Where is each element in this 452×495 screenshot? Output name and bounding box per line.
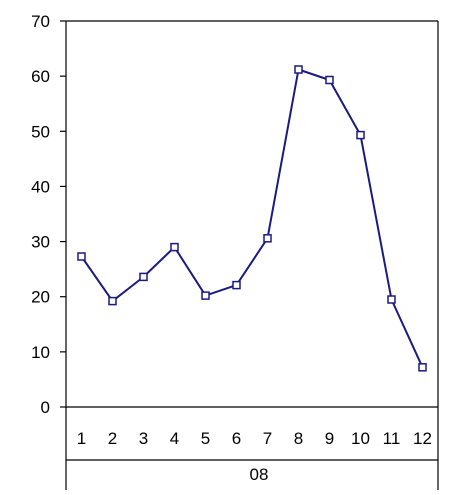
data-point-marker — [139, 272, 148, 282]
y-tick-label: 50 — [31, 122, 50, 141]
x-tick-label: 3 — [139, 429, 148, 448]
x-tick-label: 10 — [351, 429, 370, 448]
chart-axes — [60, 20, 439, 490]
series-line — [80, 68, 424, 368]
x-tick-label: 7 — [263, 429, 272, 448]
x-tick-labels: 1 2 3 4 5 6 7 8 9 10 11 12 — [77, 429, 432, 448]
x-tick-label: 11 — [383, 429, 401, 448]
data-point-marker — [77, 252, 86, 261]
x-tick-label: 2 — [108, 429, 117, 448]
x-tick-label: 5 — [201, 429, 210, 448]
series-layer — [77, 65, 427, 372]
data-point-marker — [108, 296, 117, 306]
data-point-marker — [325, 75, 334, 85]
x-tick-label: 4 — [170, 429, 179, 448]
y-tick-label: 60 — [31, 67, 50, 86]
data-point-marker — [356, 130, 365, 140]
y-tick-label: 10 — [31, 343, 50, 362]
data-point-marker — [294, 65, 303, 74]
y-tick-label: 70 — [31, 12, 50, 31]
x-tick-label: 12 — [413, 429, 432, 448]
y-tick-label: 30 — [31, 233, 50, 252]
y-tick-labels: 0 10 20 30 40 50 60 70 — [31, 12, 50, 417]
data-point-marker — [387, 295, 396, 304]
y-tick-label: 20 — [31, 288, 50, 307]
y-tick-label: 40 — [31, 177, 50, 196]
x-tick-label: 8 — [294, 429, 303, 448]
data-point-marker — [170, 242, 179, 252]
data-point-marker — [201, 291, 210, 300]
x-group-label: 08 — [250, 465, 269, 484]
data-point-marker — [263, 234, 272, 243]
y-tick-label: 0 — [41, 398, 50, 417]
x-tick-label: 9 — [325, 429, 334, 448]
x-tick-label: 1 — [77, 429, 86, 448]
data-point-marker — [232, 280, 241, 290]
x-tick-label: 6 — [232, 429, 241, 448]
data-point-marker — [418, 363, 427, 372]
